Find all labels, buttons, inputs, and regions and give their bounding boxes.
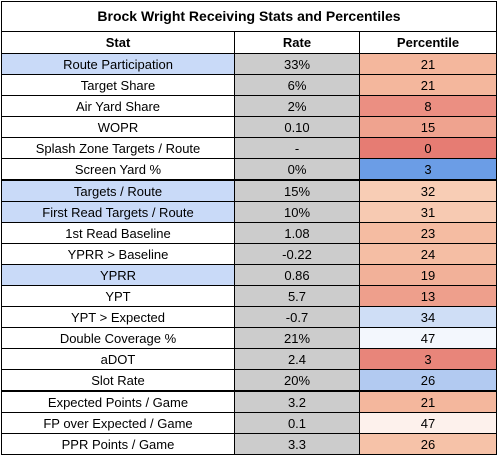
percentile-cell[interactable]: 21 [359, 53, 497, 75]
table-row: First Read Targets / Route 10% 31 [1, 201, 497, 223]
stat-cell[interactable]: Targets / Route [1, 179, 235, 202]
percentile-cell[interactable]: 31 [359, 201, 497, 223]
stat-cell[interactable]: Slot Rate [1, 369, 235, 392]
stat-cell[interactable]: Target Share [1, 74, 235, 96]
stat-cell[interactable]: First Read Targets / Route [1, 201, 235, 223]
percentile-cell[interactable]: 24 [359, 243, 497, 265]
rate-cell[interactable]: 21% [234, 327, 360, 349]
rate-cell[interactable]: -0.7 [234, 306, 360, 328]
rate-cell[interactable]: 0% [234, 158, 360, 181]
stat-cell[interactable]: Screen Yard % [1, 158, 235, 181]
rate-cell[interactable]: 0.10 [234, 116, 360, 138]
rate-cell[interactable]: 33% [234, 53, 360, 75]
rate-cell[interactable]: 3.3 [234, 433, 360, 455]
table-row: YPT > Expected -0.7 34 [1, 306, 497, 328]
percentile-cell[interactable]: 13 [359, 285, 497, 307]
rate-cell[interactable]: 15% [234, 179, 360, 202]
table-row: PPR Points / Game 3.3 26 [1, 433, 497, 455]
table-row: YPRR 0.86 19 [1, 264, 497, 286]
rate-cell[interactable]: 3.2 [234, 390, 360, 413]
rate-cell[interactable]: 2% [234, 95, 360, 117]
rate-cell[interactable]: 20% [234, 369, 360, 392]
stat-cell[interactable]: Air Yard Share [1, 95, 235, 117]
stat-cell[interactable]: FP over Expected / Game [1, 412, 235, 434]
stat-cell[interactable]: PPR Points / Game [1, 433, 235, 455]
percentile-cell[interactable]: 32 [359, 179, 497, 202]
table-row: Target Share 6% 21 [1, 74, 497, 96]
rate-cell[interactable]: 10% [234, 201, 360, 223]
percentile-cell[interactable]: 8 [359, 95, 497, 117]
table-row: Slot Rate 20% 26 [1, 369, 497, 392]
rate-cell[interactable]: 0.86 [234, 264, 360, 286]
rate-cell[interactable]: 1.08 [234, 222, 360, 244]
title-row: Brock Wright Receiving Stats and Percent… [1, 1, 497, 32]
header-rate[interactable]: Rate [234, 31, 360, 54]
table-row: YPRR > Baseline -0.22 24 [1, 243, 497, 265]
percentile-cell[interactable]: 0 [359, 137, 497, 159]
table-row: FP over Expected / Game 0.1 47 [1, 412, 497, 434]
table-row: Splash Zone Targets / Route -0 [1, 137, 497, 159]
table-row: Double Coverage % 21% 47 [1, 327, 497, 349]
percentile-cell[interactable]: 47 [359, 327, 497, 349]
table-row: Screen Yard % 0% 3 [1, 158, 497, 181]
stat-cell[interactable]: YPT > Expected [1, 306, 235, 328]
stat-cell[interactable]: YPRR [1, 264, 235, 286]
percentile-cell[interactable]: 26 [359, 433, 497, 455]
percentile-cell[interactable]: 19 [359, 264, 497, 286]
table-row: Air Yard Share 2% 8 [1, 95, 497, 117]
table-row: Route Participation 33% 21 [1, 53, 497, 75]
rate-cell[interactable]: 2.4 [234, 348, 360, 370]
rate-cell[interactable]: 6% [234, 74, 360, 96]
rate-cell[interactable]: 0.1 [234, 412, 360, 434]
rate-cell[interactable]: 5.7 [234, 285, 360, 307]
table-row: aDOT 2.4 3 [1, 348, 497, 370]
header-row: Stat Rate Percentile [1, 31, 497, 54]
stat-cell[interactable]: Route Participation [1, 53, 235, 75]
percentile-cell[interactable]: 15 [359, 116, 497, 138]
percentile-cell[interactable]: 34 [359, 306, 497, 328]
table-row: Targets / Route 15% 32 [1, 179, 497, 202]
stat-cell[interactable]: 1st Read Baseline [1, 222, 235, 244]
stat-cell[interactable]: WOPR [1, 116, 235, 138]
rate-cell[interactable]: -0.22 [234, 243, 360, 265]
percentile-cell[interactable]: 3 [359, 348, 497, 370]
table-row: YPT 5.7 13 [1, 285, 497, 307]
percentile-cell[interactable]: 3 [359, 158, 497, 181]
percentile-cell[interactable]: 26 [359, 369, 497, 392]
stat-cell[interactable]: YPRR > Baseline [1, 243, 235, 265]
header-percentile[interactable]: Percentile [359, 31, 497, 54]
stat-cell[interactable]: Double Coverage % [1, 327, 235, 349]
percentile-cell[interactable]: 47 [359, 412, 497, 434]
table-row: Expected Points / Game 3.2 21 [1, 390, 497, 413]
table-row: WOPR 0.10 15 [1, 116, 497, 138]
rate-cell[interactable]: - [234, 137, 360, 159]
header-stat[interactable]: Stat [1, 31, 235, 54]
stat-cell[interactable]: Expected Points / Game [1, 390, 235, 413]
percentile-cell[interactable]: 21 [359, 390, 497, 413]
stat-cell[interactable]: Splash Zone Targets / Route [1, 137, 235, 159]
percentile-cell[interactable]: 21 [359, 74, 497, 96]
stat-cell[interactable]: YPT [1, 285, 235, 307]
stat-cell[interactable]: aDOT [1, 348, 235, 370]
table-row: 1st Read Baseline 1.08 23 [1, 222, 497, 244]
percentile-cell[interactable]: 23 [359, 222, 497, 244]
table-title[interactable]: Brock Wright Receiving Stats and Percent… [1, 1, 497, 32]
